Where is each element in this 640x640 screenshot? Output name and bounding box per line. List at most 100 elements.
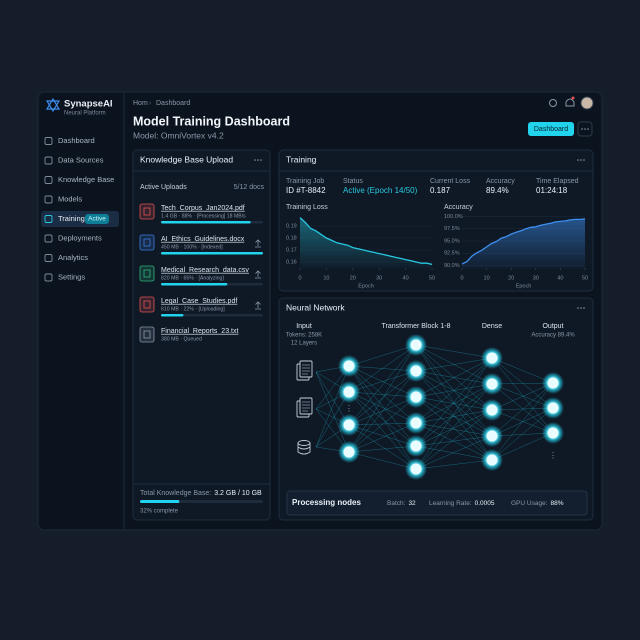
upload-icon[interactable] [255,270,261,279]
node [486,378,498,390]
file-name[interactable]: Tech_Corpus_Jan2024.pdf [161,205,245,212]
stat-value: 01:24:18 [536,186,568,195]
panel-title: Neural Network [286,302,345,312]
node [486,454,498,466]
stat-value: ID #T-8842 [286,186,326,195]
nav-label[interactable]: Deployments [58,233,102,242]
connection [348,391,417,424]
file-meta: 610 MB · 22% · [Uploading] [161,306,225,312]
connection [491,357,554,409]
line-area [462,218,585,268]
menu-dot[interactable] [581,128,583,130]
nav-label[interactable]: Settings [58,272,85,281]
node [486,352,498,364]
file-icon-glyph [143,207,151,216]
footer-stat: Learning Rate: 0.0005 [429,500,495,507]
panel-title: Knowledge Base Upload [140,154,233,164]
menu-dot[interactable] [587,128,589,130]
connection [348,445,417,453]
node [343,446,355,458]
settings-icon[interactable] [549,99,557,107]
page-subtitle: Model: OmniVortex v4.2 [133,130,224,140]
upload-icon[interactable] [255,239,261,248]
nav-icon[interactable] [44,234,53,243]
menu-dot[interactable] [260,159,262,161]
nav-badge: Active [88,216,106,223]
menu-dot[interactable] [254,159,256,161]
avatar[interactable] [580,96,594,110]
file-meta: 450 MB · 100% · [Indexed] [161,244,223,250]
menu-dot[interactable] [580,307,582,309]
stat-label: Time Elapsed [536,178,579,185]
nav-icon[interactable] [44,215,53,223]
connection [348,424,417,447]
connection [415,357,493,398]
primary-button[interactable] [528,122,574,136]
menu-dot[interactable] [583,159,585,161]
connection [415,344,493,411]
nav-label[interactable]: Analytics [58,253,88,262]
primary-button-label[interactable]: Dashboard [534,126,568,133]
connection [415,357,493,424]
connection [415,383,493,424]
connection [415,409,493,424]
node [547,377,559,389]
stat-label: Training Job [286,178,324,185]
file-icon-glyph [143,269,151,278]
file-meta: 820 MB · 65% · [Analyzing] [161,275,224,281]
more-button[interactable] [577,121,593,137]
nav-icon[interactable] [44,195,53,204]
node [547,427,559,439]
file-name[interactable]: AI_Ethics_Guidelines.docx [161,236,245,243]
menu-dot[interactable] [584,128,586,130]
nav-icon[interactable] [44,137,53,145]
stat-value: 89.4% [486,186,509,195]
connection [415,344,493,385]
connection [491,383,554,434]
nav-label[interactable]: Training [58,214,85,223]
menu-dot[interactable] [577,307,579,309]
nav-icon[interactable] [44,273,53,282]
menu-dot[interactable] [583,307,585,309]
upload-icon[interactable] [255,301,261,310]
document-icon [299,360,313,378]
file-icon [139,326,155,343]
ellipsis: ⋮ [549,451,557,460]
menu-dot[interactable] [257,159,259,161]
file-name[interactable]: Medical_Research_data.csv [161,267,249,274]
line-area [300,217,432,268]
connection [348,370,417,393]
connection [415,396,493,411]
bell-icon[interactable] [565,98,575,107]
y-tick-label: 0.16 [286,259,297,265]
nav-label[interactable]: Knowledge Base [58,175,114,184]
node [410,463,422,475]
breadcrumb[interactable]: Hom [133,100,148,107]
menu-dot[interactable] [580,159,582,161]
menu-dot[interactable] [577,159,579,161]
nav-label[interactable]: Dashboard [58,136,95,145]
breadcrumb[interactable]: Dashboard [156,100,190,107]
nav-label[interactable]: Models [58,194,82,203]
connection [415,370,493,461]
x-tick-label: 10 [323,275,329,281]
notification-dot [571,96,575,100]
connection [348,365,417,398]
nav-icon[interactable] [44,156,53,165]
footer-stat-label: Learning Rate: [429,500,472,507]
file-name[interactable]: Legal_Case_Studies.pdf [161,298,237,305]
connection [348,396,417,453]
node [410,365,422,377]
nav-icon[interactable] [44,176,53,184]
section-title: Active Uploads [140,184,187,191]
node [343,360,355,372]
stat-label: Current Loss [430,178,471,185]
connection [415,383,493,470]
nav-icon[interactable] [44,254,53,262]
node [343,386,355,398]
file-name[interactable]: Financial_Reports_23.txt [161,328,238,335]
logo [45,97,61,113]
nav-label[interactable]: Data Sources [58,155,104,164]
connection [415,357,493,372]
